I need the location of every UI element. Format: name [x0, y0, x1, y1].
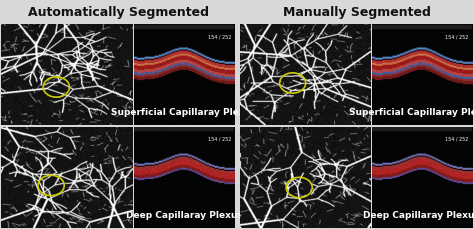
Text: Automatically Segmented: Automatically Segmented	[28, 6, 209, 19]
Text: Superficial Capillaray Plexus: Superficial Capillaray Plexus	[111, 108, 257, 117]
Text: 154 / 252: 154 / 252	[446, 34, 469, 39]
Bar	[372, 127, 472, 130]
Bar	[134, 127, 234, 130]
Bar	[134, 25, 234, 27]
Text: Superficial Capillaray Plexus: Superficial Capillaray Plexus	[349, 108, 474, 117]
Text: Deep Capillaray Plexus: Deep Capillaray Plexus	[364, 211, 474, 220]
Text: 154 / 252: 154 / 252	[208, 34, 231, 39]
Text: 154 / 252: 154 / 252	[446, 137, 469, 142]
Bar	[372, 25, 472, 27]
Text: 154 / 252: 154 / 252	[208, 137, 231, 142]
Text: Deep Capillaray Plexus: Deep Capillaray Plexus	[126, 211, 242, 220]
Text: Manually Segmented: Manually Segmented	[283, 6, 430, 19]
